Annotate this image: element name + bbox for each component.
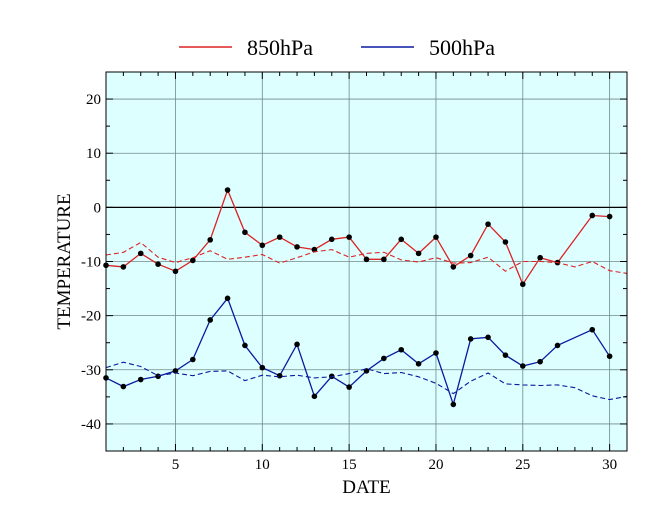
data-point-850hpa-day-14 (328, 236, 335, 243)
data-point-500hpa-day-27 (554, 342, 561, 349)
data-point-850hpa-day-12 (294, 244, 300, 250)
data-point-500hpa-day-15 (346, 384, 352, 390)
data-point-850hpa-day-19 (415, 250, 422, 257)
y-tick-label--40: -40 (81, 417, 101, 433)
data-point-850hpa-day-10 (259, 242, 266, 249)
x-tick-label-20: 20 (428, 457, 443, 473)
data-point-850hpa-day-23 (485, 221, 491, 227)
data-point-500hpa-day-6 (190, 356, 196, 363)
data-point-850hpa-day-15 (346, 234, 352, 240)
axis-ticks: 5 10 15 20 25 30 -40 -30 -20 -10 0 10 20 (81, 71, 628, 473)
data-point-500hpa-day-13 (311, 393, 318, 400)
data-point-850hpa-day-20 (433, 234, 439, 240)
data-point-850hpa-day-4 (155, 261, 161, 268)
data-point-850hpa-day-21 (450, 264, 457, 270)
data-point-500hpa-day-2 (120, 383, 127, 390)
y-tick-label--30: -30 (81, 363, 101, 379)
data-point-850hpa-day-7 (207, 237, 213, 243)
data-point-500hpa-day-4 (155, 373, 161, 380)
data-point-500hpa-day-3 (137, 376, 144, 383)
data-point-850hpa-day-5 (172, 268, 179, 275)
data-point-500hpa-day-11 (276, 372, 283, 379)
y-tick-label-10: 10 (86, 146, 101, 162)
data-point-500hpa-day-26 (537, 358, 543, 365)
data-point-500hpa-day-10 (259, 364, 266, 371)
data-point-500hpa-day-29 (589, 326, 596, 333)
data-point-850hpa-day-11 (276, 234, 283, 240)
series-500hpa (103, 295, 613, 408)
data-point-850hpa-day-17 (381, 256, 387, 263)
x-tick-label-5: 5 (172, 457, 180, 473)
data-point-850hpa-day-8 (224, 187, 231, 193)
data-point-850hpa-day-30 (606, 213, 613, 220)
data-point-500hpa-day-21 (450, 401, 457, 408)
data-point-850hpa-day-26 (537, 254, 543, 261)
data-point-500hpa-day-17 (381, 355, 387, 362)
data-point-500hpa-day-30 (606, 353, 613, 360)
data-point-850hpa-day-2 (120, 264, 127, 270)
legend-label-850hpa: 850hPa (247, 35, 313, 60)
data-point-850hpa-day-22 (467, 252, 474, 259)
data-point-500hpa-day-18 (398, 346, 405, 353)
data-point-850hpa-day-3 (137, 250, 144, 257)
y-axis-title: TEMPERATURE (54, 193, 75, 329)
series-850hpa-climatology (105, 241, 628, 274)
data-point-850hpa-day-9 (242, 229, 248, 236)
data-point-500hpa-day-23 (485, 334, 491, 341)
x-tick-label-15: 15 (342, 457, 357, 473)
data-point-500hpa-day-24 (502, 352, 509, 358)
data-point-500hpa-day-22 (467, 336, 474, 342)
y-tick-label--20: -20 (81, 309, 101, 325)
data-point-850hpa-day-18 (398, 236, 405, 243)
data-point-850hpa-day-29 (589, 212, 596, 219)
data-point-850hpa-day-24 (502, 239, 509, 245)
data-point-500hpa-day-19 (415, 361, 422, 367)
series-850hpa (103, 187, 613, 288)
series-500hpa-climatology (105, 361, 628, 401)
x-tick-label-10: 10 (255, 457, 270, 473)
data-point-850hpa-day-6 (190, 257, 196, 264)
y-tick-label-0: 0 (94, 200, 102, 216)
x-tick-label-30: 30 (602, 457, 617, 473)
y-tick-label-20: 20 (86, 92, 101, 108)
data-point-500hpa-day-25 (520, 363, 526, 369)
data-point-850hpa-day-25 (520, 281, 526, 288)
data-point-500hpa-day-9 (242, 342, 248, 349)
y-tick-label--10: -10 (81, 255, 101, 271)
data-point-850hpa-day-13 (311, 246, 318, 253)
data-point-500hpa-day-5 (172, 368, 179, 374)
data-point-850hpa-day-16 (363, 256, 370, 263)
data-point-500hpa-day-8 (224, 295, 231, 302)
x-tick-label-25: 25 (515, 457, 530, 473)
data-point-500hpa-day-12 (294, 341, 300, 348)
legend-label-500hpa: 500hPa (429, 35, 495, 60)
data-point-500hpa-day-20 (433, 350, 439, 356)
series-line-500hpa-climatology (105, 361, 628, 401)
series-layer (103, 187, 628, 408)
legend: 850hPa 500hPa (179, 35, 495, 60)
series-line-850hpa-climatology (105, 241, 628, 274)
x-axis-title: DATE (342, 477, 391, 498)
data-point-500hpa-day-7 (207, 317, 213, 323)
